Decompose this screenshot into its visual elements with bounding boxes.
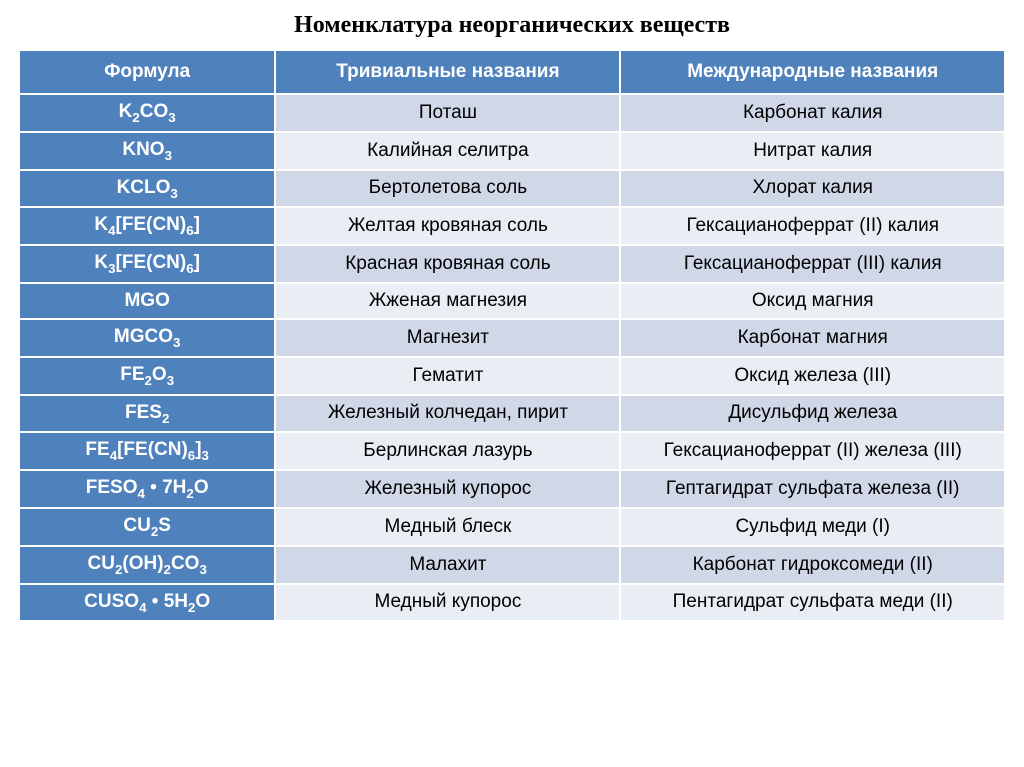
international-cell: Хлорат калия (620, 170, 1005, 208)
col-header-formula: Формула (19, 50, 275, 94)
table-row: KNO3Калийная селитраНитрат калия (19, 132, 1005, 170)
international-cell: Гексацианоферрат (II) железа (III) (620, 432, 1005, 470)
international-cell: Карбонат магния (620, 319, 1005, 357)
international-cell: Сульфид меди (I) (620, 508, 1005, 546)
trivial-cell: Берлинская лазурь (275, 432, 620, 470)
international-cell: Дисульфид железа (620, 395, 1005, 433)
international-cell: Гексацианоферрат (II) калия (620, 207, 1005, 245)
col-header-trivial: Тривиальные названия (275, 50, 620, 94)
table-row: K4[Fe(CN)6]Желтая кровяная сольГексациан… (19, 207, 1005, 245)
international-cell: Нитрат калия (620, 132, 1005, 170)
table-row: MgOЖженая магнезияОксид магния (19, 283, 1005, 319)
table-row: KClO3Бертолетова сольХлорат калия (19, 170, 1005, 208)
trivial-cell: Жженая магнезия (275, 283, 620, 319)
col-header-international: Международные названия (620, 50, 1005, 94)
formula-cell: K4[Fe(CN)6] (19, 207, 275, 245)
trivial-cell: Калийная селитра (275, 132, 620, 170)
table-row: Fe2O3ГематитОксид железа (III) (19, 357, 1005, 395)
table-row: CuSO4 • 5H2OМедный купоросПентагидрат су… (19, 584, 1005, 622)
formula-cell: MgO (19, 283, 275, 319)
table-row: K3[Fe(CN)6]Красная кровяная сольГексациа… (19, 245, 1005, 283)
trivial-cell: Гематит (275, 357, 620, 395)
formula-cell: Fe2O3 (19, 357, 275, 395)
formula-cell: KNO3 (19, 132, 275, 170)
formula-cell: K2CO3 (19, 94, 275, 132)
formula-cell: Fe4[Fe(CN)6]3 (19, 432, 275, 470)
formula-cell: KClO3 (19, 170, 275, 208)
trivial-cell: Медный купорос (275, 584, 620, 622)
trivial-cell: Поташ (275, 94, 620, 132)
nomenclature-table: Формула Тривиальные названия Международн… (18, 49, 1006, 622)
international-cell: Оксид железа (III) (620, 357, 1005, 395)
international-cell: Карбонат гидроксомеди (II) (620, 546, 1005, 584)
trivial-cell: Магнезит (275, 319, 620, 357)
table-row: Cu2SМедный блескСульфид меди (I) (19, 508, 1005, 546)
trivial-cell: Медный блеск (275, 508, 620, 546)
formula-cell: Cu2S (19, 508, 275, 546)
trivial-cell: Красная кровяная соль (275, 245, 620, 283)
formula-cell: FeSO4 • 7H2O (19, 470, 275, 508)
table-row: MgCO3МагнезитКарбонат магния (19, 319, 1005, 357)
formula-cell: MgCO3 (19, 319, 275, 357)
table-row: FeS2Железный колчедан, пиритДисульфид же… (19, 395, 1005, 433)
formula-cell: FeS2 (19, 395, 275, 433)
trivial-cell: Железный купорос (275, 470, 620, 508)
table-row: FeSO4 • 7H2OЖелезный купоросГептагидрат … (19, 470, 1005, 508)
trivial-cell: Бертолетова соль (275, 170, 620, 208)
international-cell: Карбонат калия (620, 94, 1005, 132)
formula-cell: CuSO4 • 5H2O (19, 584, 275, 622)
table-row: K2CO3ПоташКарбонат калия (19, 94, 1005, 132)
trivial-cell: Малахит (275, 546, 620, 584)
table-header-row: Формула Тривиальные названия Международн… (19, 50, 1005, 94)
international-cell: Пентагидрат сульфата меди (II) (620, 584, 1005, 622)
trivial-cell: Железный колчедан, пирит (275, 395, 620, 433)
page-title: Номенклатура неорганических веществ (18, 12, 1006, 39)
trivial-cell: Желтая кровяная соль (275, 207, 620, 245)
international-cell: Оксид магния (620, 283, 1005, 319)
formula-cell: K3[Fe(CN)6] (19, 245, 275, 283)
table-row: Cu2(OH)2CO3МалахитКарбонат гидроксомеди … (19, 546, 1005, 584)
international-cell: Гексацианоферрат (III) калия (620, 245, 1005, 283)
international-cell: Гептагидрат сульфата железа (II) (620, 470, 1005, 508)
table-row: Fe4[Fe(CN)6]3Берлинская лазурьГексациано… (19, 432, 1005, 470)
formula-cell: Cu2(OH)2CO3 (19, 546, 275, 584)
